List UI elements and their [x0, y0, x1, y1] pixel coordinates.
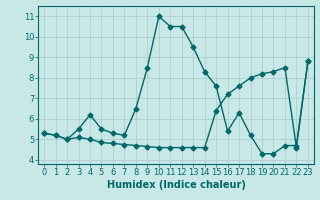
X-axis label: Humidex (Indice chaleur): Humidex (Indice chaleur)	[107, 180, 245, 190]
